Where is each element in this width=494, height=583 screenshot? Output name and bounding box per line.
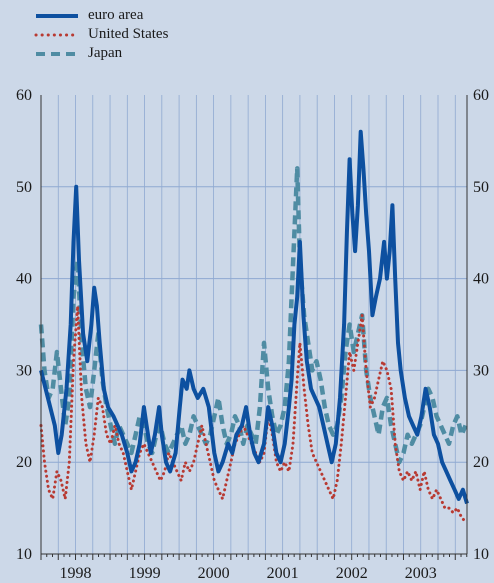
- x-tick-label: 2003: [405, 565, 437, 582]
- legend-item-euro-area: euro area: [34, 6, 168, 25]
- legend-swatch-united-states: [34, 33, 80, 36]
- chart-legend: euro area United States Japan: [34, 6, 168, 63]
- legend-label-united-states: United States: [88, 26, 169, 42]
- x-tick-label: 2001: [267, 565, 299, 582]
- x-tick-label: 1999: [129, 565, 161, 582]
- x-tick-label: 1998: [60, 565, 92, 582]
- x-tick-label: 2000: [198, 565, 230, 582]
- y-tick-label-left: 30: [16, 362, 32, 379]
- legend-item-japan: Japan: [34, 44, 168, 63]
- legend-item-united-states: United States: [34, 25, 168, 44]
- y-tick-label-right: 50: [473, 179, 489, 196]
- y-tick-label-left: 50: [16, 179, 32, 196]
- legend-swatch-japan: [36, 51, 78, 56]
- x-tick-label: 2002: [336, 565, 368, 582]
- x-axis: 1998 1999 2000 2001 2002 2003: [40, 554, 468, 582]
- y-tick-label-right: 40: [473, 271, 489, 288]
- legend-label-japan: Japan: [88, 45, 123, 61]
- y-axis-left: 10 20 30 40 50 60: [16, 87, 32, 563]
- y-tick-label-right: 30: [473, 362, 489, 379]
- y-tick-label-right: 60: [473, 87, 489, 104]
- y-tick-label-right: 20: [473, 454, 489, 471]
- y-tick-label-left: 40: [16, 271, 32, 288]
- y-tick-label-left: 60: [16, 87, 32, 104]
- series-line-euro-area: [39, 129, 469, 505]
- y-tick-label-left: 10: [16, 546, 32, 563]
- series-line-united-states: [39, 304, 468, 524]
- legend-swatch-euro-area: [36, 13, 78, 18]
- legend-label-euro-area: euro area: [88, 7, 144, 23]
- y-axis-right: 10 20 30 40 50 60: [473, 87, 489, 563]
- y-tick-label-left: 20: [16, 454, 32, 471]
- series-layer: [38, 129, 469, 524]
- grid-lines: [41, 95, 467, 554]
- y-tick-label-right: 10: [473, 546, 489, 563]
- series-line-japan: [38, 166, 468, 465]
